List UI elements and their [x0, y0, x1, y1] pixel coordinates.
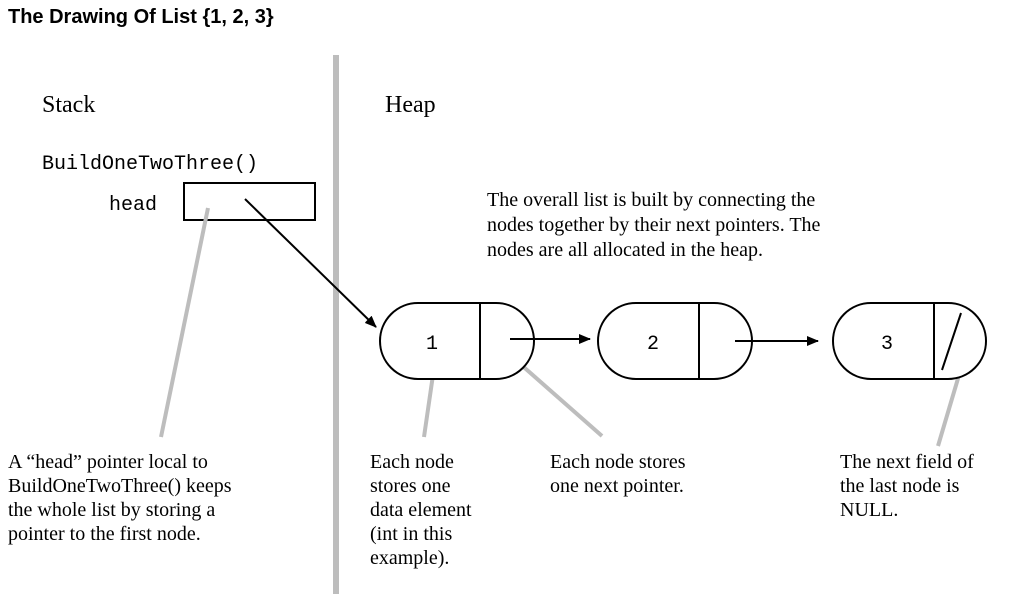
annotation-line: pointer to the first node. — [8, 523, 201, 545]
node-shape — [379, 302, 535, 380]
leader-line-next — [508, 353, 604, 438]
head-variable-label: head — [109, 194, 157, 217]
heap-description-line: The overall list is built by connecting … — [487, 189, 815, 211]
list-node: 1 — [379, 302, 535, 380]
node-shape — [597, 302, 753, 380]
annotation-line: BuildOneTwoThree() keeps — [8, 475, 232, 497]
annotation-line: example). — [370, 547, 449, 569]
null-slash — [941, 312, 962, 371]
head-pointer-annotation: A “head” pointer local to BuildOneTwoThr… — [8, 451, 237, 545]
annotation-line: (int in this — [370, 523, 452, 545]
heap-description: The overall list is built by connecting … — [487, 189, 825, 261]
function-name: BuildOneTwoThree() — [42, 153, 258, 176]
annotation-line: the last node is — [840, 475, 960, 497]
node-data: 3 — [881, 333, 893, 356]
annotation-line: Each node — [370, 451, 454, 473]
node-shape — [832, 302, 987, 380]
leader-line-head — [159, 207, 210, 438]
stack-label: Stack — [42, 92, 95, 118]
page-title: The Drawing Of List {1, 2, 3} — [8, 6, 274, 28]
annotation-line: one next pointer. — [550, 475, 684, 497]
annotation-line: A “head” pointer local to — [8, 451, 208, 473]
annotation-line: NULL. — [840, 499, 898, 521]
next-pointer-annotation: Each node stores one next pointer. — [550, 451, 691, 497]
annotation-line: The next field of — [840, 451, 974, 473]
annotation-line: the whole list by storing a — [8, 499, 215, 521]
node-data: 1 — [426, 333, 438, 356]
null-field-annotation: The next field of the last node is NULL. — [840, 451, 979, 521]
node-data: 2 — [647, 333, 659, 356]
data-element-annotation: Each node stores one data element (int i… — [370, 451, 477, 569]
head-to-node-arrow — [244, 198, 377, 328]
annotation-line: stores one — [370, 475, 451, 497]
heap-description-line: nodes are all allocated in the heap. — [487, 239, 763, 261]
heap-description-line: nodes together by their next pointers. T… — [487, 214, 821, 236]
heap-label: Heap — [385, 92, 436, 118]
head-pointer-box — [183, 182, 316, 221]
annotation-line: Each node stores — [550, 451, 686, 473]
annotation-line: data element — [370, 499, 472, 521]
list-node: 2 — [597, 302, 753, 380]
list-node: 3 — [832, 302, 987, 380]
